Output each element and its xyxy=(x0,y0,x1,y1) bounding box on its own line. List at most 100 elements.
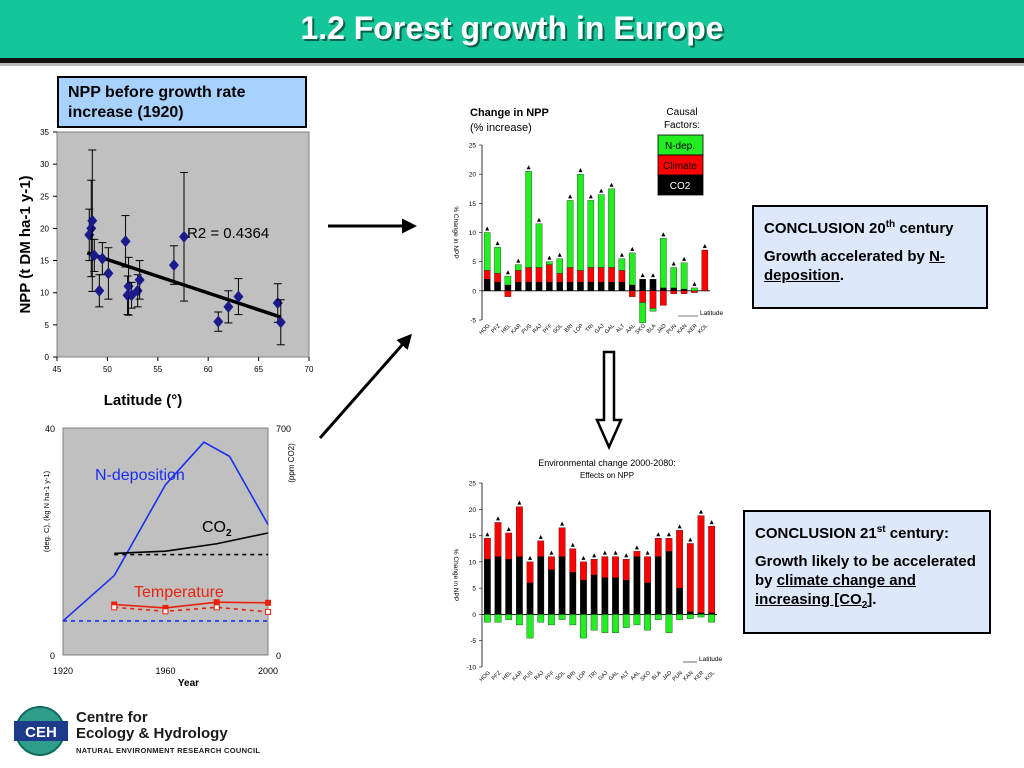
x-tick-label: BLA xyxy=(646,323,658,335)
y-tick-label: 30 xyxy=(40,160,49,169)
bar-segment xyxy=(537,614,545,623)
x-tick-label: HEL xyxy=(501,323,513,335)
total-marker xyxy=(671,261,676,266)
total-marker xyxy=(599,188,604,193)
series-line xyxy=(114,606,269,613)
y-tick-label: 10 xyxy=(469,559,477,566)
series-marker xyxy=(111,604,118,611)
y-tick-label: 25 xyxy=(469,481,477,488)
logo-line3: NATURAL ENVIRONMENT RESEARCH COUNCIL xyxy=(76,746,261,755)
right-tick-label: 0 xyxy=(276,651,281,661)
bar-segment xyxy=(649,308,657,312)
chart-title: Environmental change 2000-2080: xyxy=(538,458,676,468)
total-marker xyxy=(557,252,562,257)
x-tick-label: AAL xyxy=(625,323,637,335)
x-tick-label: 50 xyxy=(103,365,112,374)
bar-segment xyxy=(654,538,662,557)
legend-label: Climate xyxy=(663,161,697,172)
total-marker xyxy=(656,532,661,537)
ceh-logo-badge: CEH xyxy=(25,724,57,741)
data-point xyxy=(213,315,224,328)
bar-segment xyxy=(494,246,501,274)
total-marker xyxy=(537,217,541,222)
conclusion21-line2-sub: 2 xyxy=(861,600,868,611)
x-tick-label: AAL xyxy=(630,670,642,682)
total-marker xyxy=(517,500,522,505)
total-marker xyxy=(485,226,490,231)
data-point xyxy=(86,222,97,235)
total-marker xyxy=(640,273,645,278)
series-line xyxy=(114,601,269,609)
conclusion21-heading: CONCLUSION 21 xyxy=(755,525,877,542)
series-label-co2: CO xyxy=(202,519,226,536)
x-tick-label: TRI xyxy=(585,323,596,334)
chart-title: Change in NPP xyxy=(470,107,549,119)
title-underline xyxy=(0,58,1024,63)
bar-segment xyxy=(504,276,512,286)
x-tick-label: JAD xyxy=(656,323,668,335)
legend-title: Causal xyxy=(666,107,697,118)
r-squared-annotation: R2 = 0.4364 xyxy=(187,225,269,242)
bar-segment xyxy=(697,515,705,614)
total-marker xyxy=(677,524,682,529)
x-tick-label: BRI xyxy=(566,670,577,681)
data-point xyxy=(87,214,98,227)
y-axis-label: % Change in NPP xyxy=(452,206,459,258)
bar-segment xyxy=(665,614,673,633)
title-underline-shadow xyxy=(0,63,1024,66)
bar-segment xyxy=(708,525,716,614)
bar-segment xyxy=(633,614,641,626)
bar-segment xyxy=(644,614,651,631)
bar-segment xyxy=(633,551,641,557)
y-tick-label: 25 xyxy=(40,192,49,201)
bar-segment xyxy=(622,614,630,628)
total-marker xyxy=(578,168,583,173)
bar-segment xyxy=(601,614,609,633)
latitude-label: Latitude xyxy=(700,310,724,317)
conclusion21-line1: Growth likely to be accelerated by xyxy=(755,553,976,589)
series-line xyxy=(114,532,269,555)
left-axis-label: (deg. C), (kg N ha-1 y-1) xyxy=(42,470,51,552)
total-marker xyxy=(688,537,693,542)
total-marker xyxy=(609,182,614,187)
right-axis-label: (ppm CO2) xyxy=(287,443,296,483)
bar-segment xyxy=(686,543,694,612)
total-marker xyxy=(692,281,697,286)
y-tick-label: 5 xyxy=(472,259,476,266)
bar-segment xyxy=(569,614,577,626)
total-marker xyxy=(613,550,618,555)
chart-subtitle: Effects on NPP xyxy=(580,471,634,480)
total-marker xyxy=(592,553,597,558)
bar-segment xyxy=(680,290,688,294)
bar-segment xyxy=(670,267,677,289)
bar-segment xyxy=(608,188,615,268)
y-tick-label: 15 xyxy=(469,201,477,208)
x-tick-label: GAJ xyxy=(597,670,609,682)
x-tick-label: 2000 xyxy=(258,666,278,676)
plot-area xyxy=(56,131,310,358)
x-tick-label: BLA xyxy=(651,670,663,682)
total-marker xyxy=(630,246,635,251)
bar-segment xyxy=(558,614,566,620)
series-marker xyxy=(265,599,271,606)
x-tick-label: TRI xyxy=(588,670,599,681)
series-label-temp: Temperature xyxy=(134,584,224,601)
bar-segment xyxy=(494,614,502,623)
legend-swatch xyxy=(657,174,704,196)
total-marker xyxy=(485,532,490,537)
conclusion21-sup: st xyxy=(876,524,886,535)
conclusion-20th-box: CONCLUSION 20th century Growth accelerat… xyxy=(752,205,988,309)
y-tick-label: 20 xyxy=(469,172,477,179)
data-point xyxy=(123,280,134,293)
x-tick-label: ALT xyxy=(620,670,632,682)
bar-segment xyxy=(566,200,574,268)
logo-line2: Ecology & Hydrology xyxy=(76,725,228,742)
bar-segment xyxy=(580,561,587,581)
bar-segment xyxy=(691,287,698,291)
x-tick-label: ALT xyxy=(615,323,627,335)
total-marker xyxy=(645,550,650,555)
title-bar xyxy=(0,0,1024,58)
bar-segment xyxy=(577,174,584,271)
data-point xyxy=(97,252,108,265)
